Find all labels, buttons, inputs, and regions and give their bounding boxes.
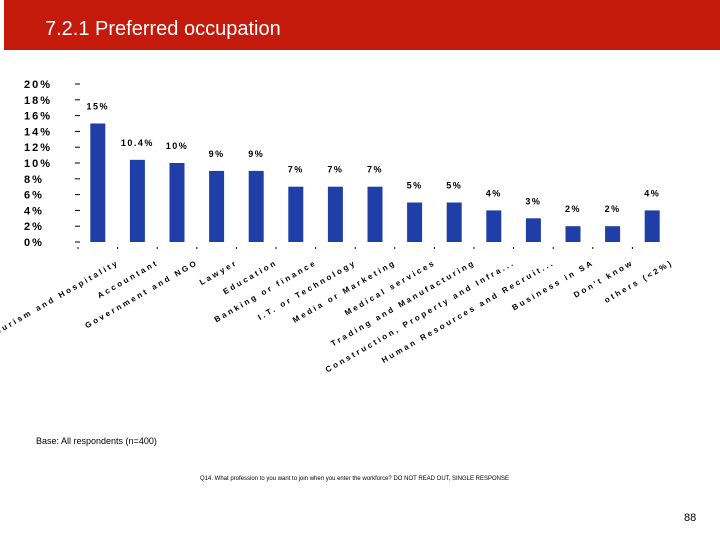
- data-label: 4%: [644, 188, 660, 198]
- y-tick-label: 16%: [24, 111, 52, 123]
- y-tick-label: 10%: [24, 158, 52, 170]
- bar: [486, 210, 502, 242]
- y-tick-label: 12%: [24, 142, 52, 154]
- bar: [169, 163, 185, 242]
- data-label: 4%: [486, 188, 502, 198]
- data-label: 10%: [166, 141, 189, 151]
- data-label: 9%: [248, 149, 264, 159]
- bar: [248, 170, 264, 242]
- data-label: 2%: [605, 204, 621, 214]
- y-tick-label: 4%: [24, 205, 44, 217]
- bar: [407, 202, 423, 242]
- page-number: 88: [684, 512, 697, 524]
- bar: [288, 186, 304, 242]
- data-label: 2%: [565, 204, 581, 214]
- y-tick-label: 0%: [24, 237, 44, 249]
- bar: [209, 170, 225, 242]
- y-tick-label: 18%: [24, 95, 52, 107]
- slide-title: 7.2.1 Preferred occupation: [45, 18, 281, 40]
- question-note: Q14. What profession to you want to join…: [200, 476, 510, 482]
- data-label: 7%: [367, 165, 383, 175]
- title-bar-edge: [0, 0, 4, 50]
- bar-chart: 0% 2% 4% 6% 8% 10% 12% 14% 16% 18% 20% 15% 10.4% 10%…: [0, 79, 675, 374]
- data-label: 5%: [446, 181, 462, 191]
- data-label: 3%: [525, 196, 541, 206]
- y-tick-label: 14%: [24, 126, 52, 138]
- bar: [327, 186, 343, 242]
- title-bar: 7.2.1 Preferred occupation: [0, 0, 720, 50]
- data-label: 9%: [209, 149, 225, 159]
- x-labels: Tourism and HospitalityAccountantGovernm…: [0, 258, 675, 374]
- bar: [446, 202, 462, 242]
- y-tick-label: 8%: [24, 174, 44, 186]
- y-tick-label: 20%: [24, 79, 52, 91]
- bar: [525, 218, 541, 242]
- bar: [90, 123, 106, 242]
- bar: [129, 159, 145, 242]
- x-tick-label: Trading and Manufacturing: [329, 258, 477, 348]
- data-labels: 15% 10.4% 10% 9% 9% 7% 7% 7% 5% 5% 4% 3% 2% 2% 4%: [87, 102, 660, 215]
- y-axis: 0% 2% 4% 6% 8% 10% 12% 14% 16% 18% 20%: [24, 79, 80, 249]
- y-tick-label: 2%: [24, 221, 44, 233]
- base-note: Base: All respondents (n=400): [36, 436, 157, 446]
- data-label: 7%: [327, 165, 343, 175]
- bar: [367, 186, 383, 242]
- data-label: 15%: [87, 102, 110, 112]
- bar: [605, 226, 621, 242]
- bars: [77, 123, 660, 249]
- data-label: 7%: [288, 165, 304, 175]
- y-tick-label: 6%: [24, 190, 44, 202]
- bar: [565, 226, 581, 242]
- data-label: 5%: [407, 181, 423, 191]
- x-tick-label: others (<2%): [603, 258, 675, 305]
- bar: [644, 210, 660, 242]
- data-label: 10.4%: [121, 138, 154, 148]
